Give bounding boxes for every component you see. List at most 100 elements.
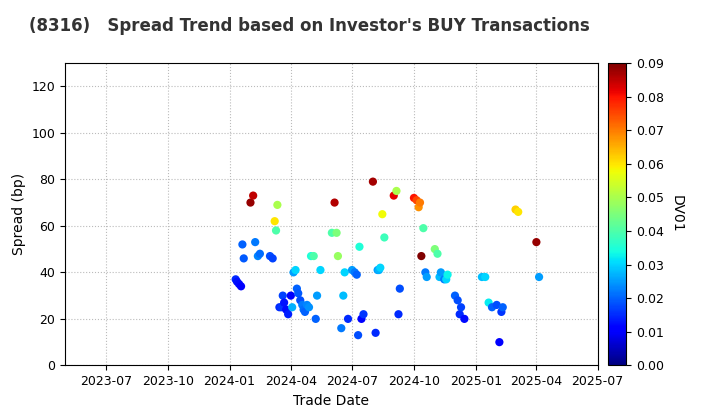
Point [432, 250, 444, 257]
Point [442, 271, 454, 278]
Point [392, 311, 404, 318]
Point [429, 246, 441, 252]
Point [497, 304, 508, 311]
Point [459, 315, 470, 322]
Point [264, 253, 276, 260]
Point [249, 239, 261, 245]
Point [455, 304, 467, 311]
Point [349, 269, 361, 276]
Point [248, 192, 259, 199]
Point [311, 292, 323, 299]
Point [352, 332, 364, 339]
Point [510, 206, 521, 213]
Point [420, 269, 431, 276]
Point [373, 267, 384, 273]
Point [271, 202, 283, 208]
Point [449, 292, 461, 299]
Point [421, 274, 433, 281]
Point [435, 269, 446, 276]
Point [418, 225, 429, 231]
Point [235, 283, 247, 290]
Point [408, 194, 420, 201]
Point [301, 302, 312, 308]
Point [336, 325, 347, 331]
Point [414, 199, 426, 206]
Point [326, 229, 338, 236]
Point [370, 329, 382, 336]
Point [332, 253, 343, 260]
Point [297, 302, 308, 308]
Point [277, 292, 289, 299]
Point [495, 309, 507, 315]
Point [415, 253, 427, 260]
Point [377, 211, 388, 218]
Point [438, 276, 450, 283]
Point [308, 253, 320, 260]
Point [480, 274, 491, 281]
Point [274, 304, 285, 311]
Text: (8316)   Spread Trend based on Investor's BUY Transactions: (8316) Spread Trend based on Investor's … [29, 17, 590, 35]
Point [531, 239, 542, 245]
Point [288, 269, 300, 276]
Point [305, 253, 317, 260]
Point [238, 255, 250, 262]
Point [330, 229, 342, 236]
Point [346, 267, 358, 273]
Point [289, 267, 301, 273]
Point [291, 285, 302, 292]
Y-axis label: Spread (bp): Spread (bp) [12, 173, 26, 255]
Point [391, 188, 402, 194]
Point [338, 292, 349, 299]
X-axis label: Trade Date: Trade Date [293, 394, 369, 408]
Point [310, 315, 322, 322]
Point [315, 267, 326, 273]
Point [287, 304, 298, 311]
Point [230, 276, 241, 283]
Point [233, 281, 245, 287]
Point [367, 178, 379, 185]
Point [294, 297, 306, 304]
Point [339, 269, 351, 276]
Point [483, 299, 495, 306]
Point [411, 197, 423, 204]
Point [476, 274, 487, 281]
Point [513, 208, 524, 215]
Point [231, 278, 243, 285]
Point [494, 339, 505, 346]
Point [300, 309, 311, 315]
Point [298, 306, 310, 313]
Point [486, 304, 498, 311]
Point [270, 227, 282, 234]
Point [245, 199, 256, 206]
Point [388, 192, 400, 199]
Point [441, 276, 452, 283]
Point [237, 241, 248, 248]
Point [351, 271, 363, 278]
Point [354, 244, 365, 250]
Point [433, 274, 445, 281]
Point [303, 304, 315, 311]
Point [372, 267, 383, 273]
Point [252, 253, 264, 260]
Point [267, 255, 279, 262]
Y-axis label: DV01: DV01 [670, 195, 683, 233]
Point [356, 315, 367, 322]
Point [280, 306, 292, 313]
Point [374, 264, 386, 271]
Point [358, 311, 369, 318]
Point [269, 218, 281, 225]
Point [394, 285, 405, 292]
Point [491, 302, 503, 308]
Point [279, 299, 290, 306]
Point [292, 290, 304, 297]
Point [329, 199, 341, 206]
Point [534, 274, 545, 281]
Point [285, 292, 297, 299]
Point [276, 304, 287, 311]
Point [413, 204, 424, 210]
Point [452, 297, 464, 304]
Point [254, 250, 266, 257]
Point [379, 234, 390, 241]
Point [454, 311, 465, 318]
Point [282, 311, 294, 318]
